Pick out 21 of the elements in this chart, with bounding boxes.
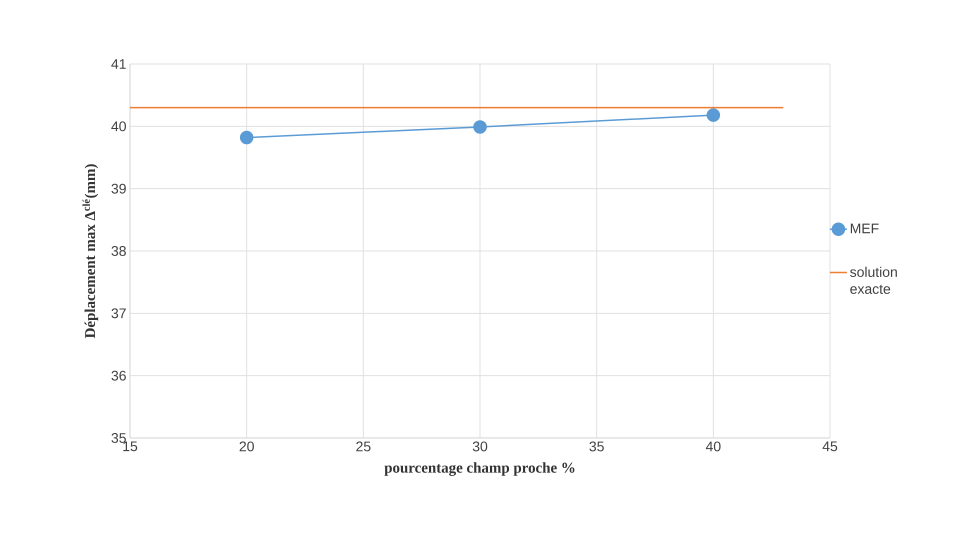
x-tick-label: 20 <box>240 441 254 452</box>
y-tick-label: 41 <box>111 59 126 69</box>
y-tick-label: 38 <box>112 246 126 256</box>
legend-label: MEF <box>850 224 879 234</box>
legend-label: solution exacte <box>850 266 897 294</box>
x-axis-title: pourcentage champ proche % <box>384 462 574 476</box>
x-tick-label: 35 <box>589 441 604 452</box>
x-tick-label: 25 <box>356 441 371 452</box>
y-axis-title: Déplacement max Δ$^{clé}$(mm) <box>82 164 98 338</box>
point <box>706 108 720 122</box>
y-tick-label: 35 <box>112 433 126 443</box>
x-tick-label: 45 <box>822 442 838 452</box>
y-tick-label: 39 <box>112 184 126 194</box>
x-tick-label: 30 <box>472 441 488 452</box>
point <box>473 120 487 134</box>
y-tick-label: 37 <box>112 308 126 318</box>
x-tick-label: 40 <box>706 441 721 452</box>
point <box>240 130 254 144</box>
x-tick-label: 15 <box>123 442 138 452</box>
y-tick-label: 40 <box>111 121 126 132</box>
y-tick-label: 36 <box>112 370 126 381</box>
